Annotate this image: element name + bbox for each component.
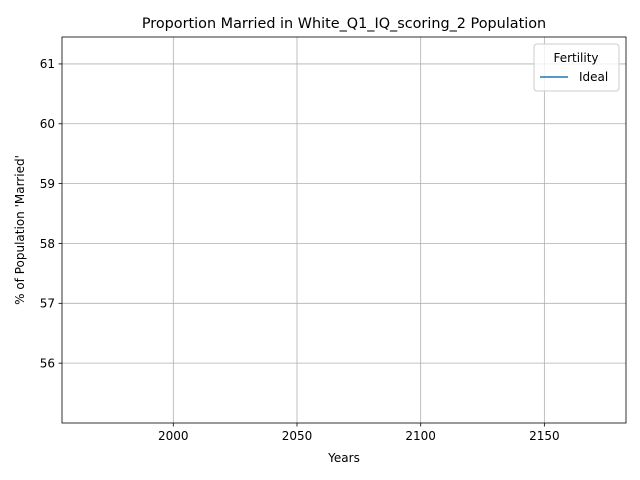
x-tick-label: 2000: [158, 429, 189, 443]
x-axis: 2000 2050 2100 2150: [158, 423, 560, 443]
y-axis: 56 57 58 59 60 61: [40, 57, 62, 370]
axes-frame: [61, 36, 627, 424]
y-tick-label: 59: [40, 177, 55, 191]
y-tick-label: 58: [40, 237, 55, 251]
x-axis-label: Years: [327, 451, 360, 465]
grid: [62, 37, 626, 423]
chart-title: Proportion Married in White_Q1_IQ_scorin…: [142, 16, 546, 32]
legend-box: [533, 43, 620, 92]
legend: Fertility Ideal: [533, 43, 620, 92]
y-tick-label: 60: [40, 117, 55, 131]
x-tick-label: 2150: [529, 429, 560, 443]
y-axis-label: % of Population 'Married': [13, 155, 27, 305]
legend-entry-ideal: Ideal: [579, 70, 608, 84]
y-tick-label: 57: [40, 297, 55, 311]
plot-area: [62, 37, 626, 423]
y-tick-label: 61: [40, 57, 55, 71]
x-tick-label: 2100: [405, 429, 436, 443]
legend-title: Fertility: [553, 51, 598, 65]
x-tick-label: 2050: [282, 429, 313, 443]
y-tick-label: 56: [40, 356, 55, 370]
